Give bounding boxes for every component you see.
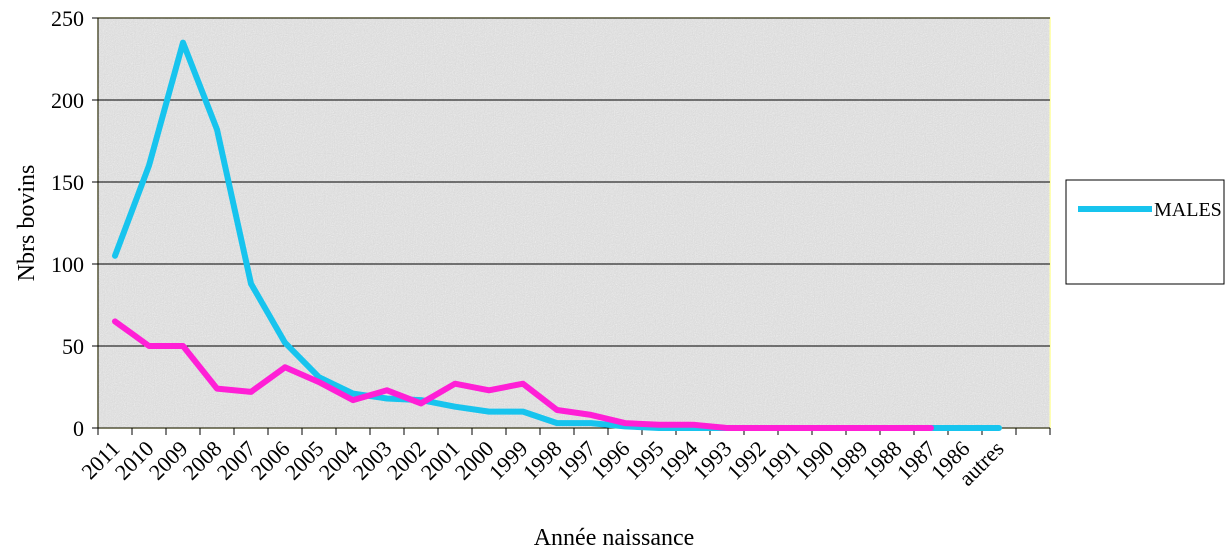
x-axis: 2011201020092008200720062005200420032002… bbox=[76, 427, 1051, 491]
legend-box bbox=[1065, 179, 1225, 285]
legend-label-males: MALES bbox=[1154, 199, 1222, 221]
x-axis-title: Année naissance bbox=[534, 525, 695, 551]
y-axis: 0 50 100 150 200 250 bbox=[51, 6, 99, 441]
y-tick-label: 150 bbox=[51, 170, 84, 195]
legend: MALES bbox=[1065, 179, 1225, 285]
y-tick-label: 200 bbox=[51, 88, 84, 113]
series-line-series-2 bbox=[112, 318, 934, 431]
y-tick-label: 0 bbox=[73, 416, 84, 441]
plot-texture bbox=[98, 18, 1050, 428]
y-tick-label: 50 bbox=[62, 334, 84, 359]
series-layer bbox=[112, 39, 1002, 431]
y-axis-title: Nbrs bovins bbox=[14, 165, 40, 282]
y-tick-label: 100 bbox=[51, 252, 84, 277]
gridlines bbox=[98, 17, 1050, 347]
y-tick-label: 250 bbox=[51, 6, 84, 31]
